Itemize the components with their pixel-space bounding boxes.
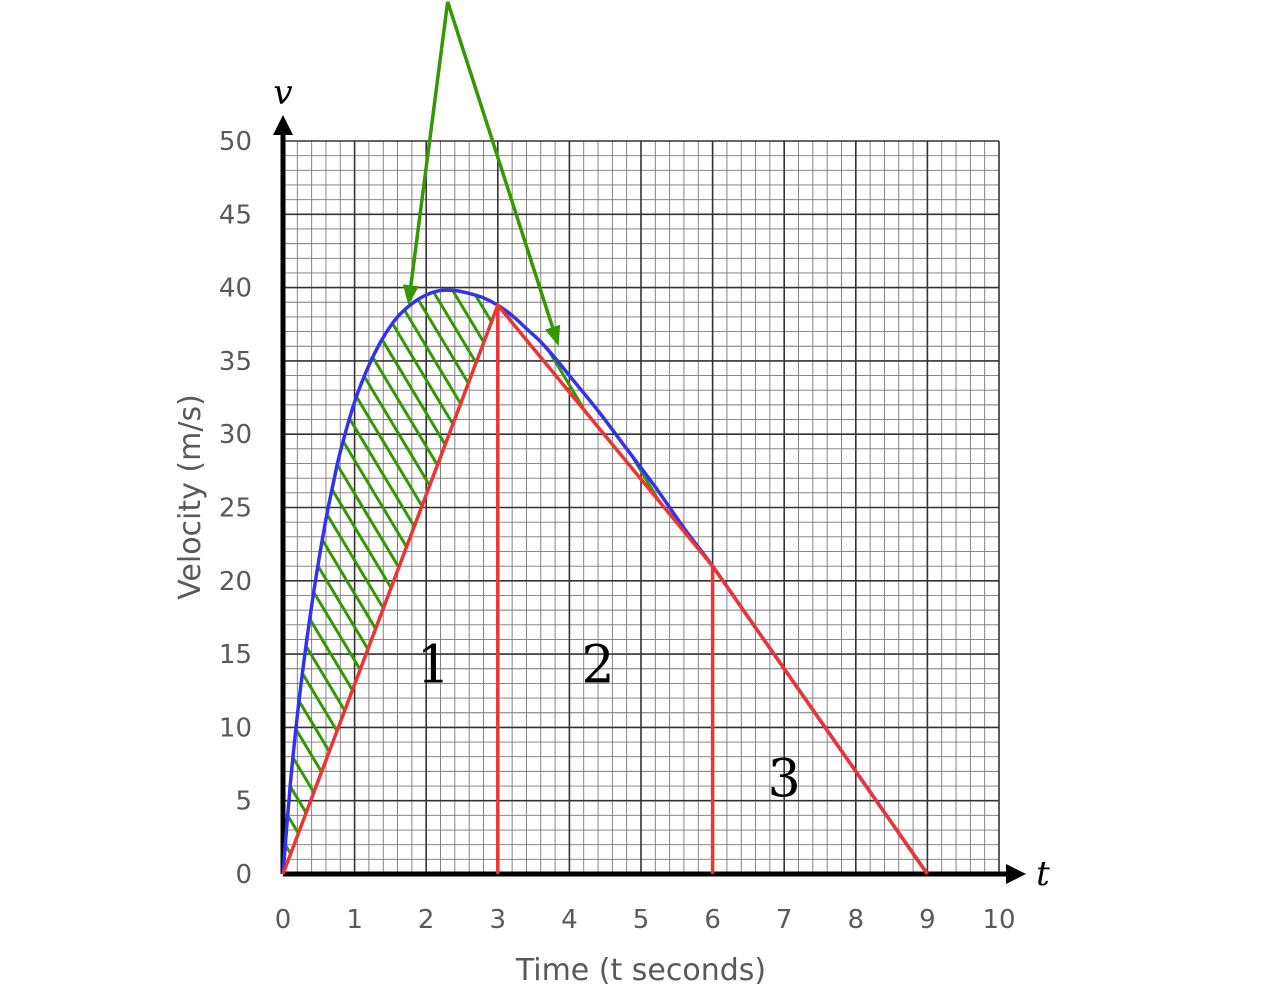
axes <box>273 115 1026 884</box>
hatch-line <box>0 141 103 874</box>
x-axis-title: Time (t seconds) <box>515 953 766 988</box>
x-tick-label: 4 <box>561 905 578 935</box>
y-tick-label: 0 <box>235 860 252 890</box>
hatch-line <box>1043 141 1280 874</box>
hatch-line <box>1003 141 1280 874</box>
approximation-lines <box>281 301 929 876</box>
x-tick-label: 2 <box>418 905 435 935</box>
hatch-line <box>0 141 83 874</box>
annotation-arrow-line <box>409 1 450 286</box>
y-tick-label: 5 <box>235 787 252 817</box>
y-tick-label: 30 <box>219 420 252 450</box>
x-tick-label: 10 <box>982 905 1015 935</box>
hatch-line <box>0 141 3 874</box>
y-tick-label: 25 <box>219 494 252 524</box>
hatch-line <box>0 141 183 874</box>
y-tick-label: 40 <box>219 274 252 304</box>
annotation-arrow-line <box>446 1 555 328</box>
hatch-line <box>0 141 23 874</box>
annotation-arrows <box>402 1 561 347</box>
hatch-line <box>0 141 163 874</box>
x-tick-label: 5 <box>633 905 650 935</box>
hatch-line <box>0 141 43 874</box>
hatch-line <box>283 290 325 874</box>
hatch-line <box>963 141 1280 874</box>
hatch-line <box>1143 141 1280 874</box>
hatch-line <box>1123 141 1280 874</box>
y-tick-label: 15 <box>219 640 252 670</box>
annotation-arrowhead <box>544 324 561 347</box>
x-tick-label: 8 <box>848 905 865 935</box>
x-axis-variable: t <box>1036 854 1050 894</box>
hatch-line <box>283 290 385 874</box>
hatch-line <box>983 141 1280 874</box>
hatch-line <box>1063 141 1280 874</box>
x-tick-labels: 0 1 2 3 4 5 6 7 8 9 10 <box>275 905 1016 935</box>
hatch-line <box>1023 141 1280 874</box>
hatch-line <box>1163 141 1280 874</box>
y-axis-arrowhead <box>273 115 293 135</box>
region-label-3: 3 <box>768 750 801 810</box>
hatch-line <box>283 290 305 874</box>
y-tick-label: 35 <box>219 347 252 377</box>
annotation-arrowhead <box>402 284 419 306</box>
x-axis-arrowhead <box>1006 864 1026 884</box>
hatch-line <box>1183 141 1280 874</box>
hatch-line <box>1203 141 1280 874</box>
hatch-line <box>0 141 143 874</box>
x-tick-label: 0 <box>275 905 292 935</box>
x-tick-label: 6 <box>704 905 721 935</box>
region-label-2: 2 <box>581 635 614 695</box>
hatch-line <box>1103 141 1280 874</box>
hatch-line <box>0 141 63 874</box>
x-tick-label: 1 <box>346 905 363 935</box>
hatch-line <box>1243 141 1280 874</box>
x-tick-label: 3 <box>490 905 507 935</box>
hatch-line <box>1263 141 1280 874</box>
major-grid <box>282 140 1000 875</box>
x-tick-label: 7 <box>776 905 793 935</box>
y-tick-label: 50 <box>219 127 252 157</box>
y-tick-label: 45 <box>219 200 252 230</box>
x-tick-label: 9 <box>919 905 936 935</box>
y-axis-variable: v <box>273 73 292 113</box>
hatch-line <box>1223 141 1280 874</box>
region-labels: 1 2 3 <box>417 635 801 809</box>
vertical-lines <box>496 305 715 874</box>
y-tick-label: 10 <box>219 713 252 743</box>
y-tick-label: 20 <box>219 567 252 597</box>
y-tick-labels: 0 5 10 15 20 25 30 35 40 45 50 <box>219 127 252 890</box>
region-label-1: 1 <box>417 635 450 695</box>
hatch-line <box>1083 141 1280 874</box>
y-axis-title: Velocity (m/s) <box>173 394 208 600</box>
hatch-line <box>0 141 123 874</box>
